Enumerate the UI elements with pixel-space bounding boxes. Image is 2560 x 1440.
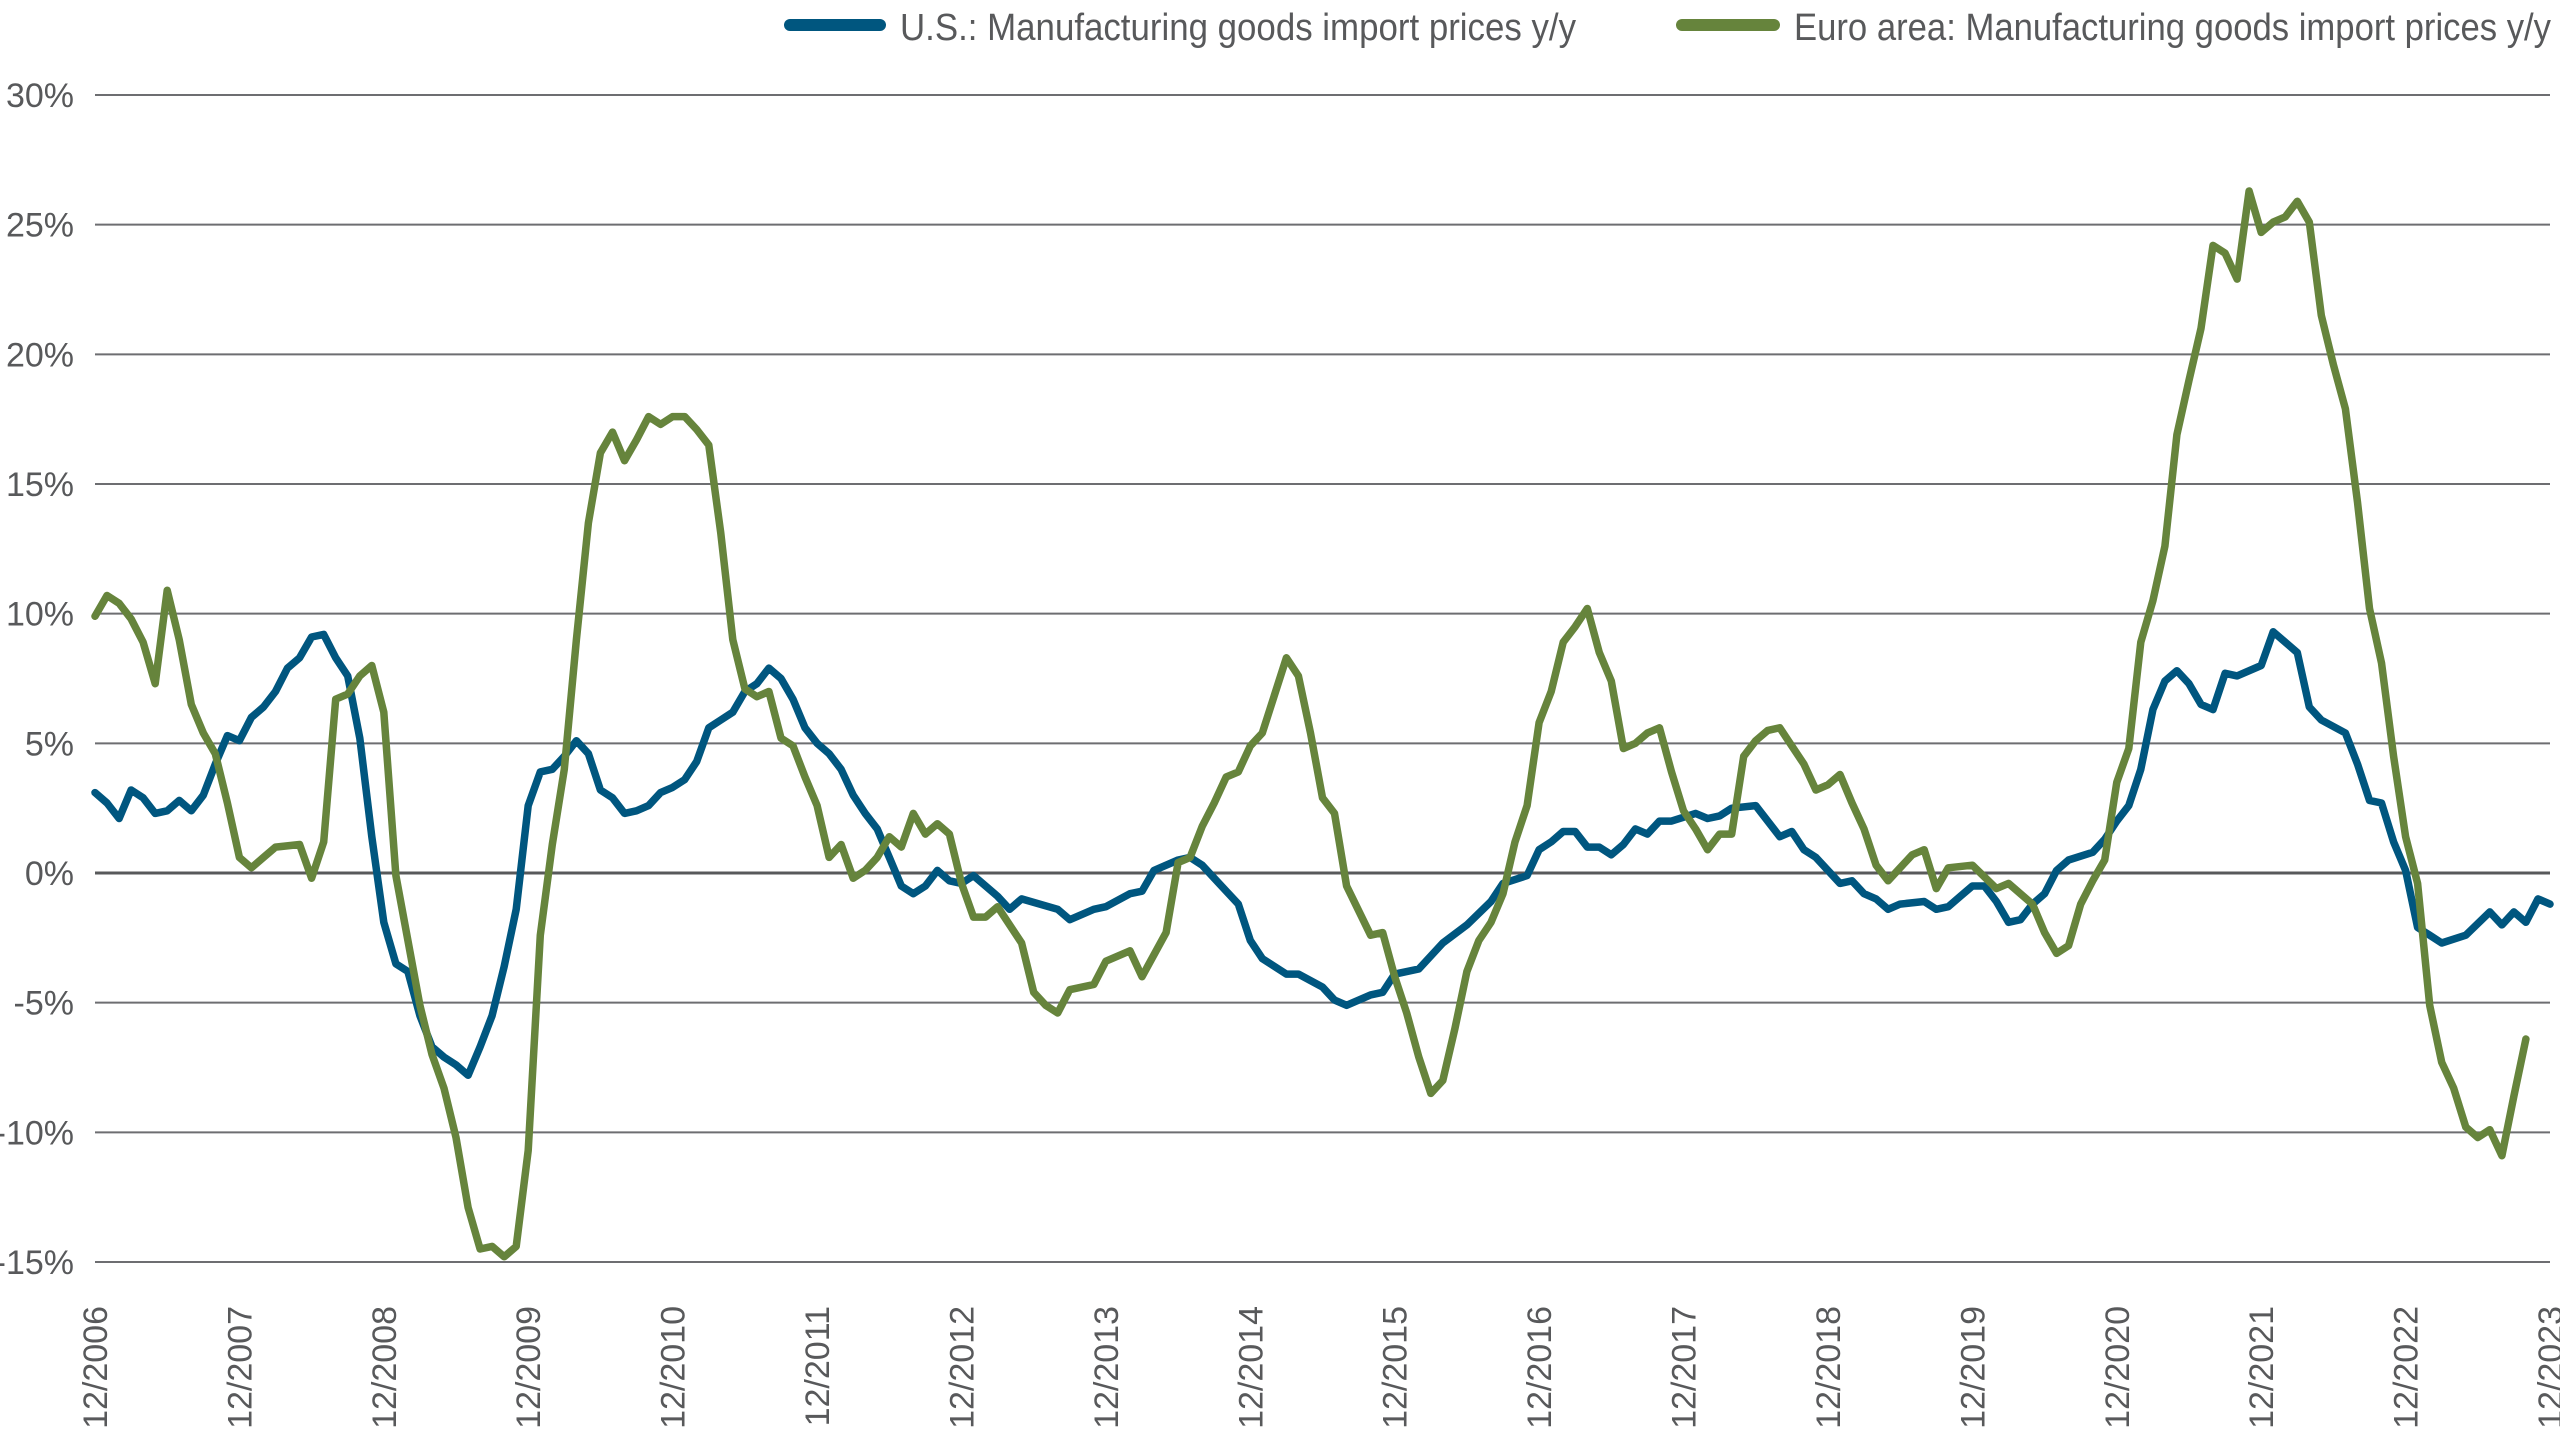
x-tick-label: 12/2021 [2243, 1306, 2281, 1429]
y-tick-label: 20% [6, 336, 74, 374]
series-line-us [91, 628, 2554, 1080]
x-tick-label: 12/2011 [799, 1306, 837, 1426]
x-tick-label: 12/2015 [1377, 1306, 1415, 1429]
y-tick-label: -15% [0, 1244, 74, 1282]
legend-label-euro: Euro area: Manufacturing goods import pr… [1794, 7, 2551, 49]
x-tick-label: 12/2020 [2099, 1306, 2137, 1429]
x-tick-label: 12/2006 [77, 1306, 115, 1429]
y-tick-label: 10% [6, 596, 74, 634]
x-tick-label: 12/2010 [655, 1306, 693, 1429]
x-tick-label: 12/2012 [943, 1306, 981, 1429]
x-tick-label: 12/2023 [2532, 1306, 2560, 1429]
x-tick-label: 12/2009 [510, 1306, 548, 1429]
y-tick-label: 0% [25, 855, 74, 893]
x-tick-label: 12/2007 [221, 1306, 259, 1429]
x-tick-label: 12/2013 [1088, 1306, 1126, 1429]
legend: U.S.: Manufacturing goods import prices … [784, 7, 2551, 49]
legend-label-us: U.S.: Manufacturing goods import prices … [900, 7, 1576, 49]
y-tick-label: 15% [6, 466, 74, 504]
x-tick-label: 12/2017 [1666, 1306, 1704, 1429]
series-lines [91, 187, 2554, 1261]
x-tick-label: 12/2018 [1810, 1306, 1848, 1429]
y-tick-label: -5% [14, 985, 74, 1023]
gridlines [95, 94, 2550, 1263]
y-axis-tick-labels: 30% 25% 20% 15% 10% 5% 0% -5% -10% -15% [0, 77, 74, 1282]
x-tick-label: 12/2008 [366, 1306, 404, 1429]
y-tick-label: 30% [6, 77, 74, 115]
x-tick-label: 12/2019 [1954, 1306, 1992, 1429]
series-line-euro [91, 187, 2530, 1261]
x-axis-tick-labels: 12/2006 12/2007 12/2008 12/2009 12/2010 12/20… [77, 1306, 2560, 1429]
x-tick-label: 12/2016 [1521, 1306, 1559, 1429]
y-tick-label: 5% [25, 725, 74, 763]
x-tick-label: 12/2022 [2388, 1306, 2426, 1429]
x-tick-label: 12/2014 [1232, 1306, 1270, 1429]
y-tick-label: 25% [6, 207, 74, 245]
y-tick-label: -10% [0, 1114, 74, 1152]
